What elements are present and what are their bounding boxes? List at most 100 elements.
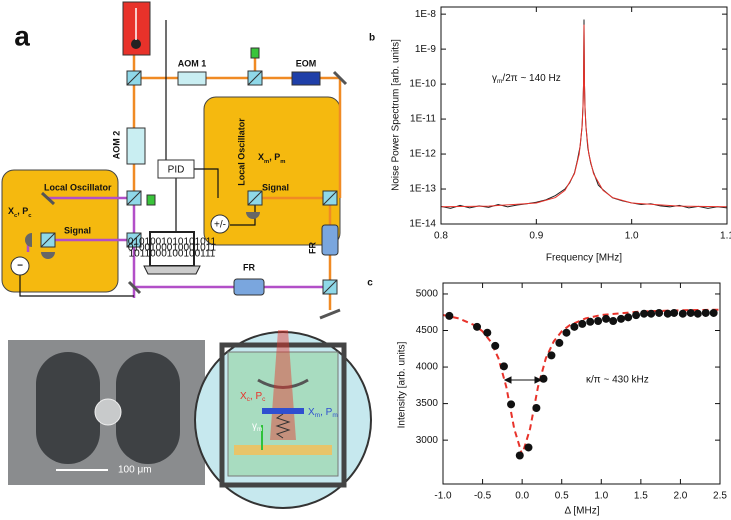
subscript: c — [14, 213, 18, 219]
base — [234, 445, 332, 455]
quadrature-label: Xc, Pc — [8, 206, 32, 218]
lo-label: Local Oscillator — [44, 182, 112, 192]
binary-text: 0101001010101011 — [128, 237, 217, 248]
data-point — [515, 451, 524, 460]
series-line — [440, 24, 728, 208]
signal-label: Signal — [262, 182, 289, 192]
photodiode — [246, 212, 260, 219]
data-point — [473, 322, 482, 331]
subscript: m — [332, 412, 337, 419]
y-tick-label: 3500 — [416, 398, 439, 409]
y-tick-label: 1E-8 — [415, 9, 437, 20]
x-axis-label: Δ [MHz] — [564, 506, 599, 517]
data-point — [701, 308, 710, 317]
y-tick-label: 4000 — [416, 362, 439, 373]
mechanical-mirror — [262, 408, 304, 414]
x-tick-label: 1.1 — [720, 231, 731, 242]
aom — [177, 71, 207, 86]
y-axis-label: Intensity [arb. units] — [397, 341, 408, 428]
chamber — [219, 342, 347, 488]
subscript: m — [497, 78, 502, 85]
data-point — [532, 403, 541, 412]
subscript: m — [264, 159, 269, 165]
data-point — [640, 309, 649, 318]
x-tick-label: -1.0 — [434, 491, 452, 502]
chart: b Noise Power Spectrum [arb. units] Freque… — [369, 6, 731, 264]
sem-image: 100 μm — [8, 340, 205, 485]
scale-label: 100 μm — [118, 465, 152, 476]
y-tick-label: 1E-11 — [410, 114, 436, 125]
data-point — [678, 309, 687, 318]
data-point — [670, 308, 679, 317]
text-part: γ — [492, 73, 497, 84]
aom-label: AOM 2 — [111, 131, 121, 160]
y-tick-label: 3000 — [416, 435, 439, 446]
x-tick-label: 2.5 — [713, 491, 727, 502]
data-point — [539, 374, 548, 383]
lo-label: Local Oscillator — [236, 118, 246, 186]
fr-label: FR — [243, 262, 255, 272]
signal-label: Signal — [64, 225, 91, 235]
panel-label: b — [369, 33, 375, 44]
subscript: m — [315, 412, 320, 419]
data-point — [578, 319, 587, 328]
detector — [146, 194, 156, 206]
data-point — [609, 317, 618, 326]
data-point — [617, 314, 626, 323]
x-tick-label: 0.0 — [515, 491, 529, 502]
subscript: c — [262, 396, 266, 403]
data-point — [524, 443, 533, 452]
data-point — [586, 317, 595, 326]
data-point — [570, 322, 579, 331]
beam — [132, 55, 342, 310]
text-part: X — [258, 152, 264, 162]
combiner-label: +/- — [214, 220, 226, 231]
etched-hole — [116, 352, 180, 464]
text-part: X — [308, 407, 315, 418]
laser-aperture — [131, 39, 141, 49]
data-point — [624, 313, 633, 322]
eom-label: EOM — [296, 58, 317, 68]
width-arrow — [503, 376, 543, 384]
text-part: X — [8, 206, 14, 216]
plot-frame — [440, 6, 728, 225]
text-part: , P — [269, 152, 280, 162]
mirror-curved — [257, 378, 309, 389]
x-tick-label: 0.9 — [529, 231, 543, 242]
plot-frame — [442, 282, 721, 485]
eom — [291, 71, 321, 86]
data-point — [499, 362, 508, 371]
y-tick-label: 1E-14 — [409, 219, 436, 230]
y-tick-label: 4500 — [416, 325, 439, 336]
data-point — [655, 308, 664, 317]
data-point — [547, 351, 556, 360]
faraday-rotator — [321, 224, 339, 256]
subscript: m — [257, 426, 262, 433]
subscript: c — [28, 213, 32, 219]
y-tick-label: 5000 — [416, 289, 439, 300]
y-tick-label: 1E-10 — [409, 79, 436, 90]
text-part: , P — [250, 391, 263, 402]
combiner — [10, 256, 30, 276]
y-tick-label: 1E-12 — [409, 149, 436, 160]
spring — [275, 413, 291, 439]
detector — [250, 47, 260, 59]
x-tick-label: -0.5 — [474, 491, 492, 502]
aom — [126, 127, 146, 165]
binary-text: 0100100010001011 — [128, 243, 217, 254]
combiner — [210, 214, 230, 234]
panel-label: c — [367, 278, 373, 289]
text-part: /2π ~ 140 Hz — [502, 73, 560, 84]
combiner-label: − — [17, 261, 23, 272]
pid-box — [157, 159, 195, 179]
photodiode — [25, 233, 55, 259]
subscript: c — [247, 396, 251, 403]
x-axis-label: Frequency [MHz] — [546, 253, 622, 264]
data-point — [445, 311, 454, 320]
y-axis-label: Noise Power Spectrum [arb. units] — [391, 39, 402, 191]
faraday-rotator — [233, 278, 265, 296]
data-point — [507, 400, 516, 409]
keyboard — [143, 265, 201, 275]
data-point — [491, 341, 500, 350]
